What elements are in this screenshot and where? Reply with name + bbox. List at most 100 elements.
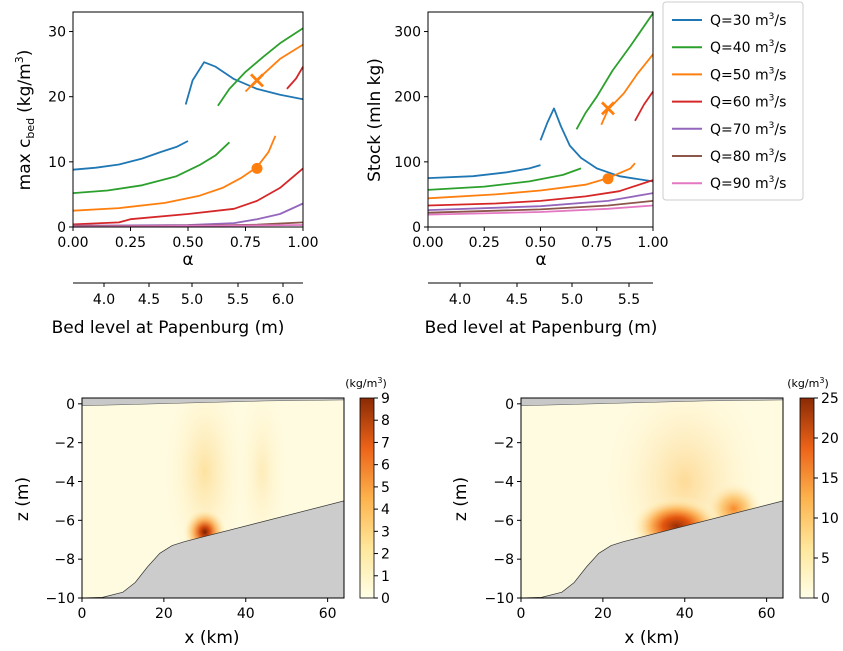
x-tick-label: 0 (517, 606, 526, 622)
series-line (427, 204, 654, 216)
legend-label: Q=90 m3/s (710, 175, 786, 192)
legend-box (662, 1, 804, 201)
colorbar-tick-label: 6 (381, 458, 390, 474)
series-line (72, 140, 189, 171)
legend-item: Q=70 m3/s (672, 121, 786, 138)
x-axis-label: x (km) (624, 628, 679, 648)
x-tick-label: 0 (78, 606, 87, 622)
y-axis-label: max cbed(kg/m3) (13, 50, 37, 191)
legend-label: Q=60 m3/s (710, 94, 786, 111)
secondary-x-ticks: 4.0 4.5 5.0 5.5 6.0 (93, 283, 294, 308)
legend: Q=30 m3/s Q=40 m3/s Q=50 m3/s Q=60 m3/s Q=70… (662, 1, 804, 201)
colorbar-tick-label: 9 (381, 391, 390, 407)
plot-area (72, 27, 304, 228)
y-tick-label: −10 (45, 591, 75, 607)
secondary-x-tick-label: 4.5 (138, 292, 160, 308)
series-q-30 (427, 107, 654, 183)
y-tick-label: −10 (484, 591, 514, 607)
x-tick-label: 60 (319, 606, 337, 622)
series-q-90 (427, 204, 654, 216)
legend-label: Q=50 m3/s (710, 66, 786, 83)
colorbar-ticks: 0 1 2 3 4 5 6 7 8 9 (374, 391, 390, 607)
y-ticks: 0 −2 −4 −6 −8 −10 (484, 397, 521, 607)
colorbar-ticks: 0 5 10 15 20 25 (814, 391, 839, 607)
colorbar-tick-label: 1 (381, 569, 390, 585)
y-tick-label: 300 (394, 25, 421, 41)
x-tick-label: 1.00 (287, 235, 318, 251)
series-line (427, 200, 654, 214)
series-q-30 (72, 61, 304, 171)
reference-dot-marker (602, 173, 614, 185)
colorbar-tick-label: 3 (381, 524, 390, 540)
y-tick-label: 0 (412, 220, 421, 236)
heatmap-panel-concentration-25: 0 20 40 60 0 −2 −4 −6 −8 −10 x (km) z (m) 0 5 10 15… (451, 376, 839, 648)
x-tick-label: 0.25 (115, 235, 146, 251)
reference-dot-marker (251, 162, 263, 174)
x-tick-label: 0.25 (469, 235, 500, 251)
y-tick-label: 0 (57, 220, 66, 236)
reference-x-marker (250, 73, 264, 88)
y-tick-label: −2 (493, 436, 514, 452)
y-ticks: 0 −2 −4 −6 −8 −10 (45, 397, 82, 607)
y-tick-label: 200 (394, 90, 421, 106)
series-q-40 (72, 27, 304, 194)
colorbar-tick-label: 15 (821, 471, 839, 487)
x-ticks: 0.00 0.25 0.50 0.75 1.00 (412, 227, 669, 251)
colorbar-tick-label: 7 (381, 435, 390, 451)
legend-item: Q=80 m3/s (672, 148, 786, 165)
heatmap-field (521, 398, 783, 598)
x-ticks: 0 20 40 60 (78, 598, 337, 622)
heatmap-panel-concentration-9: 0 20 40 60 0 −2 −4 −6 −8 −10 x (km) z (m) 0 1 2 3 4 5… (13, 376, 390, 648)
y-tick-label: −8 (493, 552, 514, 568)
secondary-x-ticks: 4.0 4.5 5.0 5.5 (449, 283, 640, 308)
plot-area (427, 12, 654, 216)
series-line (72, 224, 304, 228)
legend-item: Q=30 m3/s (672, 12, 786, 29)
x-ticks: 0 20 40 60 (517, 598, 776, 622)
y-ticks: 0 100 200 300 (394, 25, 428, 236)
series-q-50 (72, 43, 304, 212)
y-tick-label: 30 (48, 25, 66, 41)
secondary-x-tick-label: 4.5 (506, 292, 528, 308)
colorbar-tick-label: 5 (381, 480, 390, 496)
series-line (427, 167, 582, 191)
heatmap-field (82, 398, 344, 598)
x-tick-label: 40 (237, 606, 255, 622)
secondary-x-tick-label: 5.0 (181, 292, 203, 308)
y-tick-label: 10 (48, 155, 66, 171)
colorbar-tick-label: 5 (821, 551, 830, 567)
colorbar-tick-label: 20 (821, 431, 839, 447)
secondary-x-axis-label: Bed level at Papenburg (m) (425, 318, 658, 338)
series-q-50 (427, 53, 654, 200)
axes-frame (81, 397, 345, 599)
series-line (286, 66, 304, 90)
legend-label: Q=30 m3/s (710, 12, 786, 29)
series-line (184, 61, 304, 105)
series-line (72, 167, 304, 226)
legend-item: Q=60 m3/s (672, 94, 786, 111)
secondary-x-tick-label: 4.0 (449, 292, 471, 308)
legend-label: Q=40 m3/s (710, 39, 786, 56)
y-tick-label: −4 (54, 474, 75, 490)
series-line (634, 90, 654, 122)
series-line (427, 164, 541, 179)
colorbar-tick-label: 0 (821, 591, 830, 607)
y-tick-label: −6 (493, 513, 514, 529)
x-tick-label: 40 (676, 606, 694, 622)
series-q-60 (427, 90, 654, 207)
colorbar (359, 397, 375, 599)
colorbar (799, 397, 815, 599)
axes-frame (520, 397, 784, 599)
y-axis-label: Stock (mln kg) (365, 58, 385, 182)
secondary-x-tick-label: 6.0 (272, 292, 294, 308)
series-line (217, 27, 304, 107)
secondary-x-tick-label: 5.5 (227, 292, 249, 308)
water-surface-band (521, 398, 783, 407)
legend-item: Q=40 m3/s (672, 39, 786, 56)
y-tick-label: 100 (394, 155, 421, 171)
series-q-40 (427, 12, 654, 191)
x-tick-label: 20 (155, 606, 173, 622)
reference-x-marker (601, 101, 615, 116)
series-q-90 (72, 224, 304, 228)
legend-label: Q=80 m3/s (710, 148, 786, 165)
